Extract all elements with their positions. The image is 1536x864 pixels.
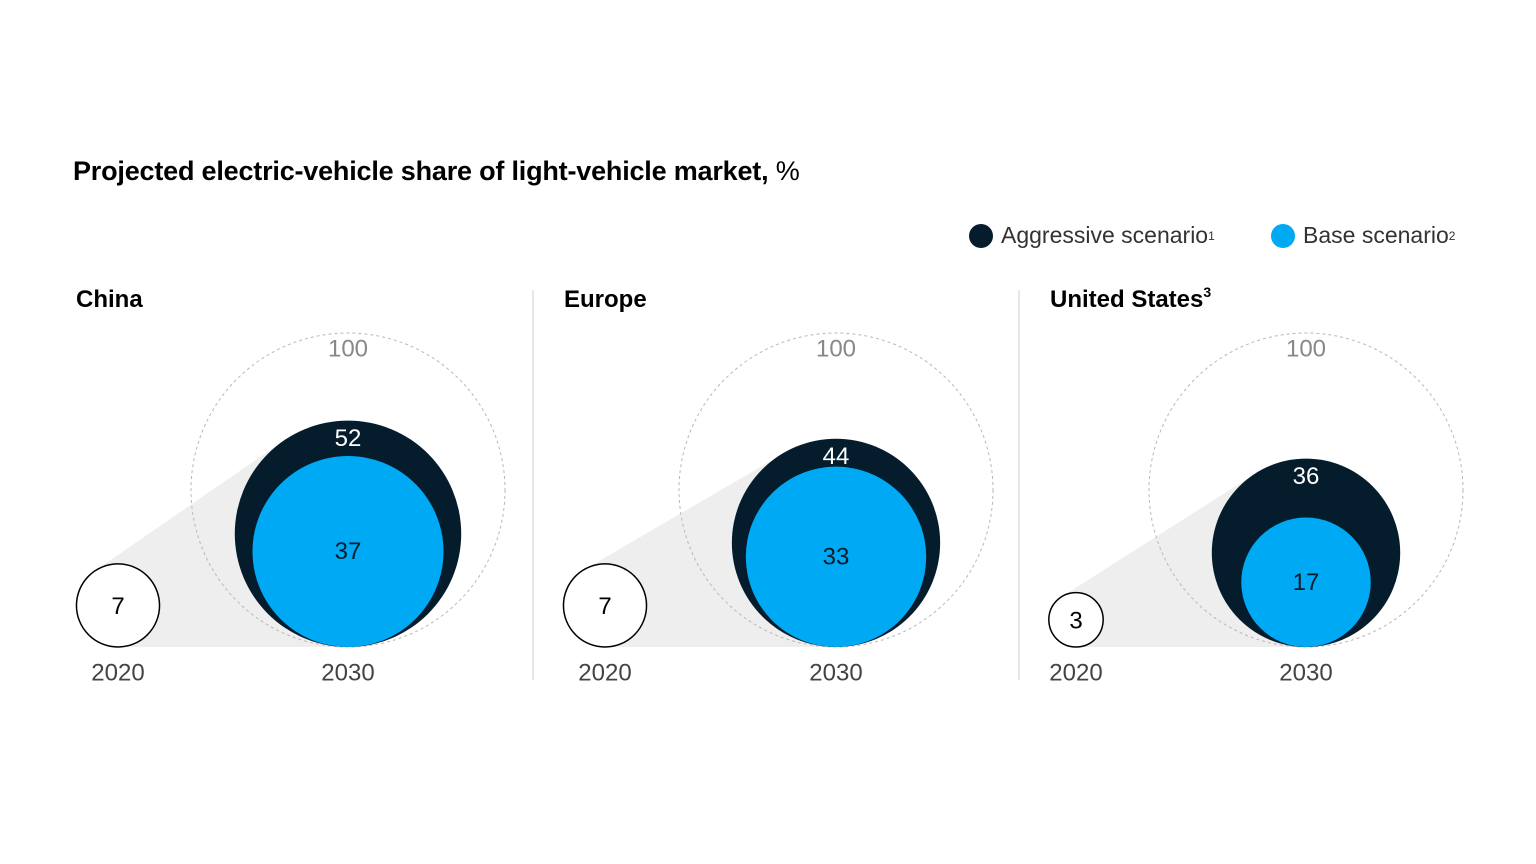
reference-label-100: 100 <box>816 336 856 363</box>
bubble-2020 <box>562 563 648 648</box>
legend-label-aggressive: Aggressive scenario <box>1001 222 1209 248</box>
bubble-base-2030 <box>1241 517 1371 647</box>
legend-item-aggressive: Aggressive scenario 1 <box>969 222 1215 249</box>
bubble-base-2030 <box>745 466 927 647</box>
bubble-2020 <box>75 563 161 648</box>
year-label-2020: 2020 <box>91 660 144 687</box>
label-base-2030: 37 <box>335 538 362 565</box>
bubble-2020 <box>1048 591 1104 648</box>
legend-swatch-aggressive <box>969 223 993 248</box>
legend-footnote-aggressive: 1 <box>1208 228 1215 243</box>
label-base-2030: 17 <box>1293 569 1320 596</box>
panel-title-united-states: United States3 <box>1050 284 1211 314</box>
panel-title-china: China <box>76 284 143 314</box>
year-label-2030: 2030 <box>321 660 374 687</box>
reference-label-100: 100 <box>1286 336 1326 363</box>
label-aggressive-2030: 44 <box>823 443 850 470</box>
panel-region-label: United States <box>1050 286 1204 313</box>
panel-region-label: Europe <box>564 286 647 313</box>
year-label-2030: 2030 <box>809 660 862 687</box>
reference-label-100: 100 <box>328 336 368 363</box>
reference-circle-100 <box>1148 332 1464 648</box>
year-label-2020: 2020 <box>578 660 631 687</box>
label-2020: 3 <box>1069 607 1082 634</box>
chart-title-unit: % <box>775 156 800 186</box>
chart-title: Projected electric-vehicle share of ligh… <box>73 156 800 187</box>
year-label-2030: 2030 <box>1279 660 1332 687</box>
legend-footnote-base: 2 <box>1448 228 1456 243</box>
year-label-2020: 2020 <box>1049 660 1102 687</box>
panel-title-europe: Europe <box>564 284 647 314</box>
chart-title-text: Projected electric-vehicle share of ligh… <box>73 156 769 186</box>
legend-swatch-base <box>1271 223 1295 248</box>
panel-region-label: China <box>76 286 143 313</box>
label-2020: 7 <box>111 593 124 620</box>
label-aggressive-2030: 36 <box>1293 463 1320 490</box>
legend-label-base: Base scenario <box>1303 222 1449 248</box>
bubble-base-2030 <box>252 456 444 647</box>
legend-item-base: Base scenario 2 <box>1271 222 1455 249</box>
label-base-2030: 33 <box>823 543 850 570</box>
label-2020: 7 <box>598 593 611 620</box>
label-aggressive-2030: 52 <box>335 425 362 452</box>
panel-footnote: 3 <box>1203 284 1212 300</box>
